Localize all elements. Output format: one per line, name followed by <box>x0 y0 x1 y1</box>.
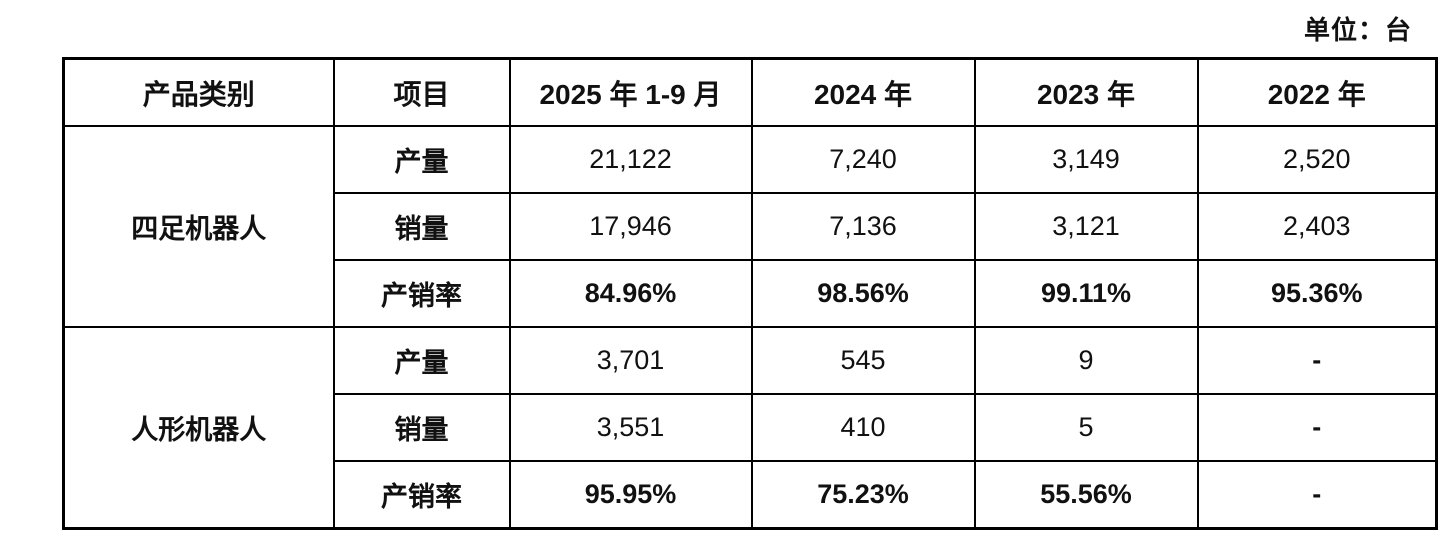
item-cell-production: 产量 <box>332 326 511 395</box>
value-cell: 9 <box>973 326 1199 395</box>
value-cell: 3,121 <box>973 192 1199 261</box>
value-cell: 95.36% <box>1196 259 1438 328</box>
value-cell: 3,701 <box>508 326 753 395</box>
value-cell: 21,122 <box>508 125 753 194</box>
table-row-quadruped-sales: 销量 17,946 7,136 3,121 2,403 <box>64 192 1438 261</box>
value-cell: 98.56% <box>750 259 976 328</box>
production-sales-table: 产品类别 项目 2025 年 1-9 月 2024 年 2023 年 2022 … <box>62 57 1438 530</box>
value-cell: 2,403 <box>1196 192 1438 261</box>
value-cell: 55.56% <box>973 460 1199 530</box>
value-cell: 84.96% <box>508 259 753 328</box>
value-cell: 75.23% <box>750 460 976 530</box>
category-cell-humanoid-robot: 人形机器人 <box>62 326 335 530</box>
item-cell-ratio: 产销率 <box>332 259 511 328</box>
item-cell-ratio: 产销率 <box>332 460 511 530</box>
table-row-humanoid-production: 人形机器人 产量 3,701 545 9 - <box>62 326 1438 530</box>
value-cell: 2,520 <box>1196 125 1438 194</box>
unit-label: 单位：台 <box>1303 15 1412 45</box>
item-cell-production: 产量 <box>332 125 511 194</box>
col-header-2022: 2022 年 <box>1196 57 1438 127</box>
table-row-quadruped-production: 四足机器人 产量 21,122 7,240 3,149 2,520 <box>62 125 1438 328</box>
table-row-humanoid-ratio: 产销率 95.95% 75.23% 55.56% - <box>64 460 1438 530</box>
col-header-2023: 2023 年 <box>973 57 1199 127</box>
item-cell-sales: 销量 <box>332 393 511 462</box>
category-cell-quadruped-robot: 四足机器人 <box>62 125 335 328</box>
value-cell: 7,136 <box>750 192 976 261</box>
table-header-row: 产品类别 项目 2025 年 1-9 月 2024 年 2023 年 2022 … <box>62 57 1438 127</box>
item-cell-sales: 销量 <box>332 192 511 261</box>
value-cell: 5 <box>973 393 1199 462</box>
col-header-2025: 2025 年 1-9 月 <box>508 57 753 127</box>
value-cell-empty: - <box>1196 460 1438 530</box>
col-header-item: 项目 <box>332 57 511 127</box>
col-header-2024: 2024 年 <box>750 57 976 127</box>
table-row-quadruped-ratio: 产销率 84.96% 98.56% 99.11% 95.36% <box>64 259 1438 328</box>
value-cell: 7,240 <box>750 125 976 194</box>
col-header-product-category: 产品类别 <box>62 57 335 127</box>
value-cell: 99.11% <box>973 259 1199 328</box>
value-cell: 545 <box>750 326 976 395</box>
value-cell-empty: - <box>1196 393 1438 462</box>
value-cell: 3,149 <box>973 125 1199 194</box>
value-cell: 410 <box>750 393 976 462</box>
value-cell: 17,946 <box>508 192 753 261</box>
table-row-humanoid-sales: 销量 3,551 410 5 - <box>64 393 1438 462</box>
value-cell: 3,551 <box>508 393 753 462</box>
value-cell: 95.95% <box>508 460 753 530</box>
value-cell-empty: - <box>1196 326 1438 395</box>
